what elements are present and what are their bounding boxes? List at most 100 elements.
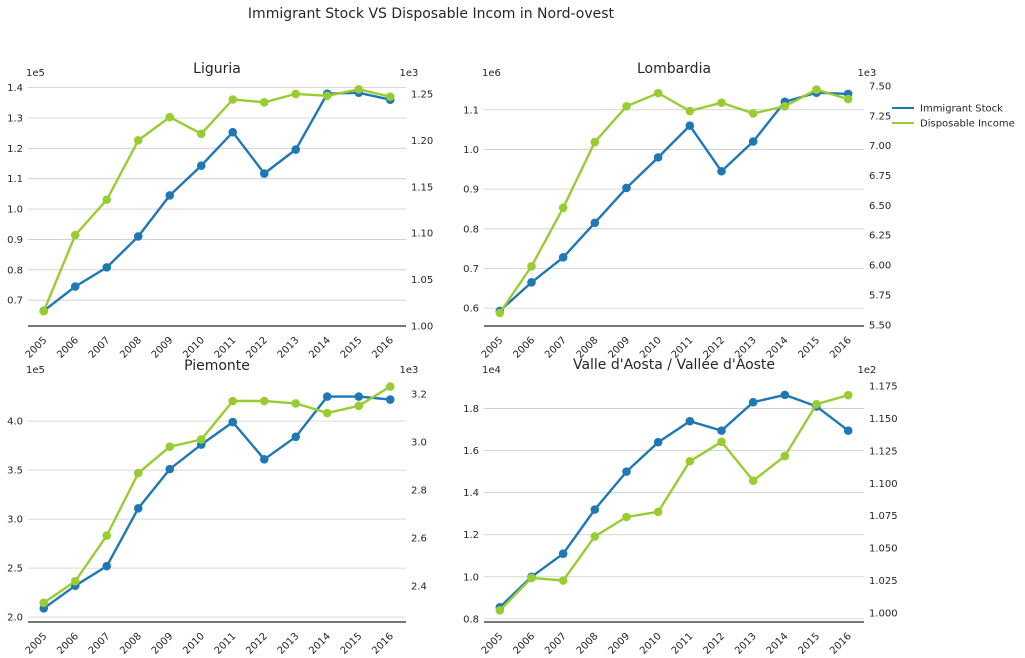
data-point	[102, 531, 112, 540]
x-tick-label: 2010	[181, 335, 207, 361]
x-tick-label: 2015	[339, 335, 365, 361]
right-tick-label: 6.00	[869, 261, 891, 272]
x-tick-label: 2007	[87, 335, 113, 361]
data-point	[133, 504, 143, 513]
data-point	[259, 97, 269, 107]
x-tick-label: 2007	[543, 335, 569, 361]
right-tick-label: 3.0	[411, 437, 427, 448]
x-tick-label: 2016	[370, 631, 396, 657]
data-point	[70, 230, 80, 240]
data-point	[165, 191, 175, 200]
series-line	[498, 88, 849, 314]
x-tick-label: 2015	[796, 335, 822, 361]
data-point	[843, 390, 853, 400]
data-point	[259, 169, 269, 178]
right-axis-multiplier: 1e3	[858, 68, 877, 79]
panel-title: Valle d'Aosta / Vallée d'Aoste	[573, 357, 775, 373]
series-line	[498, 393, 849, 612]
figure-title: Immigrant Stock VS Disposable Incom in N…	[248, 6, 615, 22]
x-tick-label: 2008	[118, 335, 144, 361]
data-point	[685, 456, 695, 466]
left-tick-label: 2.5	[7, 564, 23, 575]
data-point	[622, 512, 631, 522]
data-point	[653, 507, 663, 517]
right-tick-label: 6.50	[869, 201, 891, 212]
x-tick-label: 2006	[511, 631, 537, 657]
left-tick-label: 0.8	[463, 224, 479, 235]
left-axis-ticks: 0.6 0.7 0.8 0.9 1.0 1.1	[463, 105, 479, 314]
x-tick-label: 2008	[575, 631, 601, 657]
left-tick-label: 1.4	[7, 83, 23, 94]
x-tick-label: 2007	[543, 631, 569, 657]
data-point	[291, 145, 301, 154]
left-tick-label: 1.8	[463, 404, 479, 415]
left-axis-multiplier: 1e6	[482, 68, 501, 79]
data-point	[843, 94, 853, 104]
data-point	[259, 455, 269, 464]
data-point	[322, 91, 332, 101]
data-point	[685, 106, 695, 116]
data-point	[717, 98, 726, 107]
x-tick-label: 2016	[828, 631, 854, 657]
x-tick-label: 2011	[670, 631, 696, 657]
data-point	[590, 137, 600, 147]
x-tick-label: 2006	[511, 335, 537, 361]
x-tick-label: 2009	[606, 631, 632, 657]
data-point	[590, 218, 600, 228]
x-tick-label: 2012	[244, 631, 270, 657]
left-axis-ticks: 2.0 2.5 3.0 3.5 4.0	[7, 417, 23, 624]
left-tick-label: 0.7	[463, 264, 479, 275]
data-point	[780, 101, 790, 111]
right-tick-label: 7.00	[869, 141, 891, 152]
data-point	[196, 129, 206, 139]
x-tick-label: 2013	[276, 335, 302, 361]
right-axis-ticks: 5.50 5.75 6.00 6.25 6.50 6.75 7.00 7.25 7.50	[869, 81, 891, 331]
x-axis-ticks: 2005 2006 2007 2008 2009 2010 2011 2012 2013 2014…	[24, 631, 396, 657]
data-point	[495, 308, 505, 318]
left-axis-ticks: 0.8 1.0 1.2 1.4 1.6 1.8	[463, 404, 479, 625]
right-tick-label: 1.025	[869, 576, 898, 587]
data-point	[527, 261, 536, 271]
data-point	[780, 451, 790, 461]
data-point	[748, 397, 758, 407]
right-tick-label: 1.00	[411, 322, 433, 333]
right-tick-label: 1.15	[411, 182, 433, 193]
data-point	[717, 437, 726, 447]
right-tick-label: 1.05	[411, 275, 433, 286]
right-tick-label: 1.075	[869, 511, 898, 522]
x-tick-label: 2014	[765, 631, 791, 657]
left-tick-label: 0.9	[463, 185, 479, 196]
gridlines	[28, 87, 406, 301]
right-axis-ticks: 1.000 1.025 1.050 1.075 1.100 1.125 1.150 1.175	[869, 382, 898, 620]
data-point	[653, 88, 663, 98]
data-point	[102, 195, 112, 205]
right-tick-label: 6.25	[869, 231, 891, 242]
data-point	[322, 408, 332, 418]
data-point	[133, 136, 143, 145]
data-point	[590, 505, 600, 514]
series-immigrant-stock	[39, 88, 395, 316]
chart-valle-d-aosta-vall-e-d-aoste: Valle d'Aosta / Vallée d'Aoste 1e4 1e2 0.8 1…	[463, 357, 898, 657]
data-point	[622, 101, 631, 111]
left-tick-label: 0.8	[463, 614, 479, 625]
left-tick-label: 1.1	[7, 174, 23, 185]
right-tick-label: 7.25	[869, 111, 891, 122]
x-tick-label: 2014	[307, 631, 333, 657]
data-point	[717, 166, 726, 176]
x-tick-label: 2012	[244, 335, 270, 361]
chart-lombardia: Lombardia 1e6 1e3 0.6 0.7 0.8 0.9 1.0 1.1 5.50 5.7…	[463, 61, 891, 361]
x-tick-label: 2010	[181, 631, 207, 657]
left-tick-label: 3.5	[7, 466, 23, 477]
data-point	[70, 576, 80, 586]
x-tick-label: 2011	[213, 631, 239, 657]
series-line	[43, 395, 391, 610]
left-axis-multiplier: 1e4	[482, 365, 501, 376]
x-tick-label: 2007	[87, 631, 113, 657]
x-tick-label: 2009	[150, 631, 176, 657]
series-line	[43, 91, 391, 312]
gridlines	[28, 420, 406, 618]
left-tick-label: 1.2	[463, 530, 479, 541]
data-point	[527, 278, 536, 287]
data-point	[354, 84, 364, 94]
